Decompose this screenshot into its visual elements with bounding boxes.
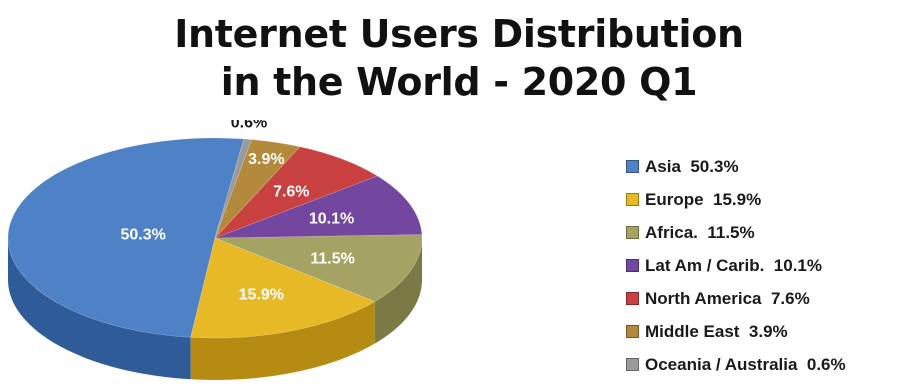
legend-label: Africa. 11.5% — [645, 222, 755, 242]
legend-label: Oceania / Australia 0.6% — [645, 354, 846, 374]
legend-item-europe: Europe 15.9% — [626, 183, 846, 216]
legend-item-africa: Africa. 11.5% — [626, 216, 846, 249]
chart-title-line-1: Internet Users Distribution — [174, 12, 744, 56]
pie-label-europe: 15.9% — [239, 287, 284, 304]
legend-item-north-america: North America 7.6% — [626, 282, 846, 315]
pie-side-europe — [190, 301, 375, 380]
pie-slice-lat-am-carib — [214, 175, 423, 239]
legend-item-middle-east: Middle East 3.9% — [626, 315, 846, 348]
pie-label-middle-east: 3.9% — [248, 151, 284, 168]
pie-side-africa — [374, 238, 422, 344]
chart-title-line-2: in the World - 2020 Q1 — [220, 60, 698, 104]
pie-sides — [8, 238, 422, 380]
pie-labels: 50.3% 15.9% 11.5% 10.1%7.6% 3.9% 0.6% — [120, 120, 354, 304]
pie-slice-africa — [214, 234, 423, 302]
pie-label-oceania-australia: 0.6% — [231, 120, 267, 131]
pie-slice-middle-east — [214, 139, 301, 239]
legend-label: North America 7.6% — [645, 288, 810, 308]
pie-label-africa: 11.5% — [310, 250, 354, 267]
pie-label-asia: 50.3% — [120, 227, 165, 244]
legend-label: Lat Am / Carib. 10.1% — [645, 255, 822, 275]
pie-tops — [7, 137, 423, 339]
legend-swatch — [626, 160, 639, 173]
legend-swatch — [626, 358, 639, 371]
chart-title: Internet Users Distribution in the World… — [0, 10, 918, 106]
pie-label-north-america: 7.6% — [273, 184, 309, 201]
pie-slice-oceania-australia — [214, 138, 252, 239]
legend-swatch — [626, 259, 639, 272]
pie-slice-north-america — [214, 146, 378, 239]
pie-label-lat-am-carib: 10.1% — [309, 210, 354, 227]
legend-label: Middle East 3.9% — [645, 321, 788, 341]
pie-chart: 50.3% 15.9% 11.5% 10.1%7.6% 3.9% 0.6% — [7, 120, 423, 380]
legend-label: Europe 15.9% — [645, 189, 762, 209]
legend-item-oceania-australia: Oceania / Australia 0.6% — [626, 348, 846, 381]
pie-slice-asia — [7, 137, 245, 338]
legend-swatch — [626, 325, 639, 338]
pie-side-asia — [8, 238, 191, 380]
pie-slice-europe — [190, 237, 376, 339]
legend-swatch — [626, 226, 639, 239]
legend: Asia 50.3% Europe 15.9% Africa. 11.5% Lat A… — [626, 150, 846, 381]
legend-label: Asia 50.3% — [645, 156, 739, 176]
legend-item-lat-am-carib: Lat Am / Carib. 10.1% — [626, 249, 846, 282]
legend-swatch — [626, 292, 639, 305]
legend-item-asia: Asia 50.3% — [626, 150, 846, 183]
legend-swatch — [626, 193, 639, 206]
